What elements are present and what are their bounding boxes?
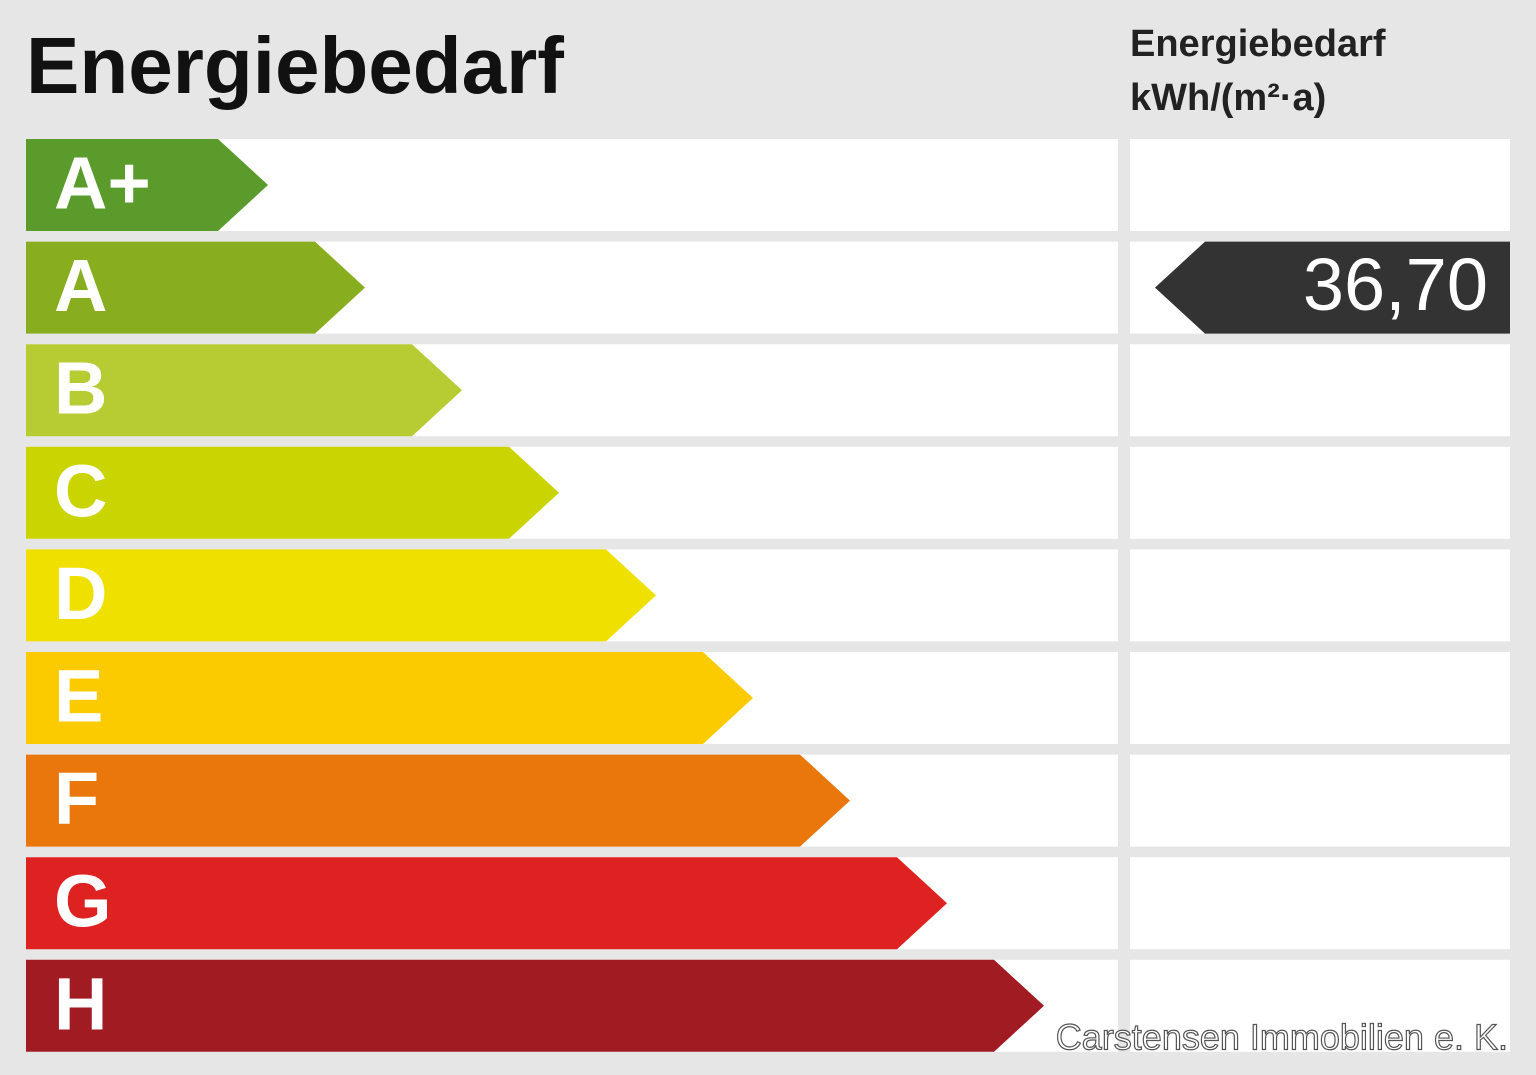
- class-label: F: [54, 757, 99, 840]
- class-arrow: [26, 139, 268, 231]
- value-panel: [1130, 857, 1510, 950]
- class-label: H: [54, 962, 107, 1045]
- value-panel: [1130, 139, 1510, 231]
- title: Energiebedarf: [26, 21, 564, 110]
- class-arrow: [26, 241, 365, 334]
- class-label: A+: [54, 142, 151, 225]
- value-panel: [1130, 754, 1510, 847]
- header-line: Energiebedarf: [1130, 23, 1386, 65]
- class-arrow: [26, 959, 1044, 1052]
- class-label: G: [54, 860, 112, 943]
- class-arrow: [26, 446, 559, 539]
- watermark: Carstensen Immobilien e. K.: [1056, 1017, 1508, 1058]
- value-panel: [1130, 549, 1510, 642]
- class-label: D: [54, 552, 107, 635]
- class-arrow: [26, 857, 947, 950]
- header-line: kWh/(m²·a): [1130, 77, 1326, 119]
- class-arrow: [26, 344, 462, 437]
- value-panel: [1130, 446, 1510, 539]
- value-text: 36,70: [1303, 243, 1488, 326]
- class-arrow: [26, 754, 850, 847]
- value-panel: [1130, 959, 1510, 1052]
- class-label: E: [54, 655, 103, 738]
- value-indicator: [1155, 241, 1510, 334]
- class-arrow: [26, 652, 753, 744]
- class-arrow: [26, 549, 656, 642]
- class-label: C: [54, 449, 107, 532]
- class-label: A: [54, 244, 107, 327]
- value-panel: [1130, 652, 1510, 744]
- class-label: B: [54, 347, 107, 430]
- value-panel: [1130, 344, 1510, 437]
